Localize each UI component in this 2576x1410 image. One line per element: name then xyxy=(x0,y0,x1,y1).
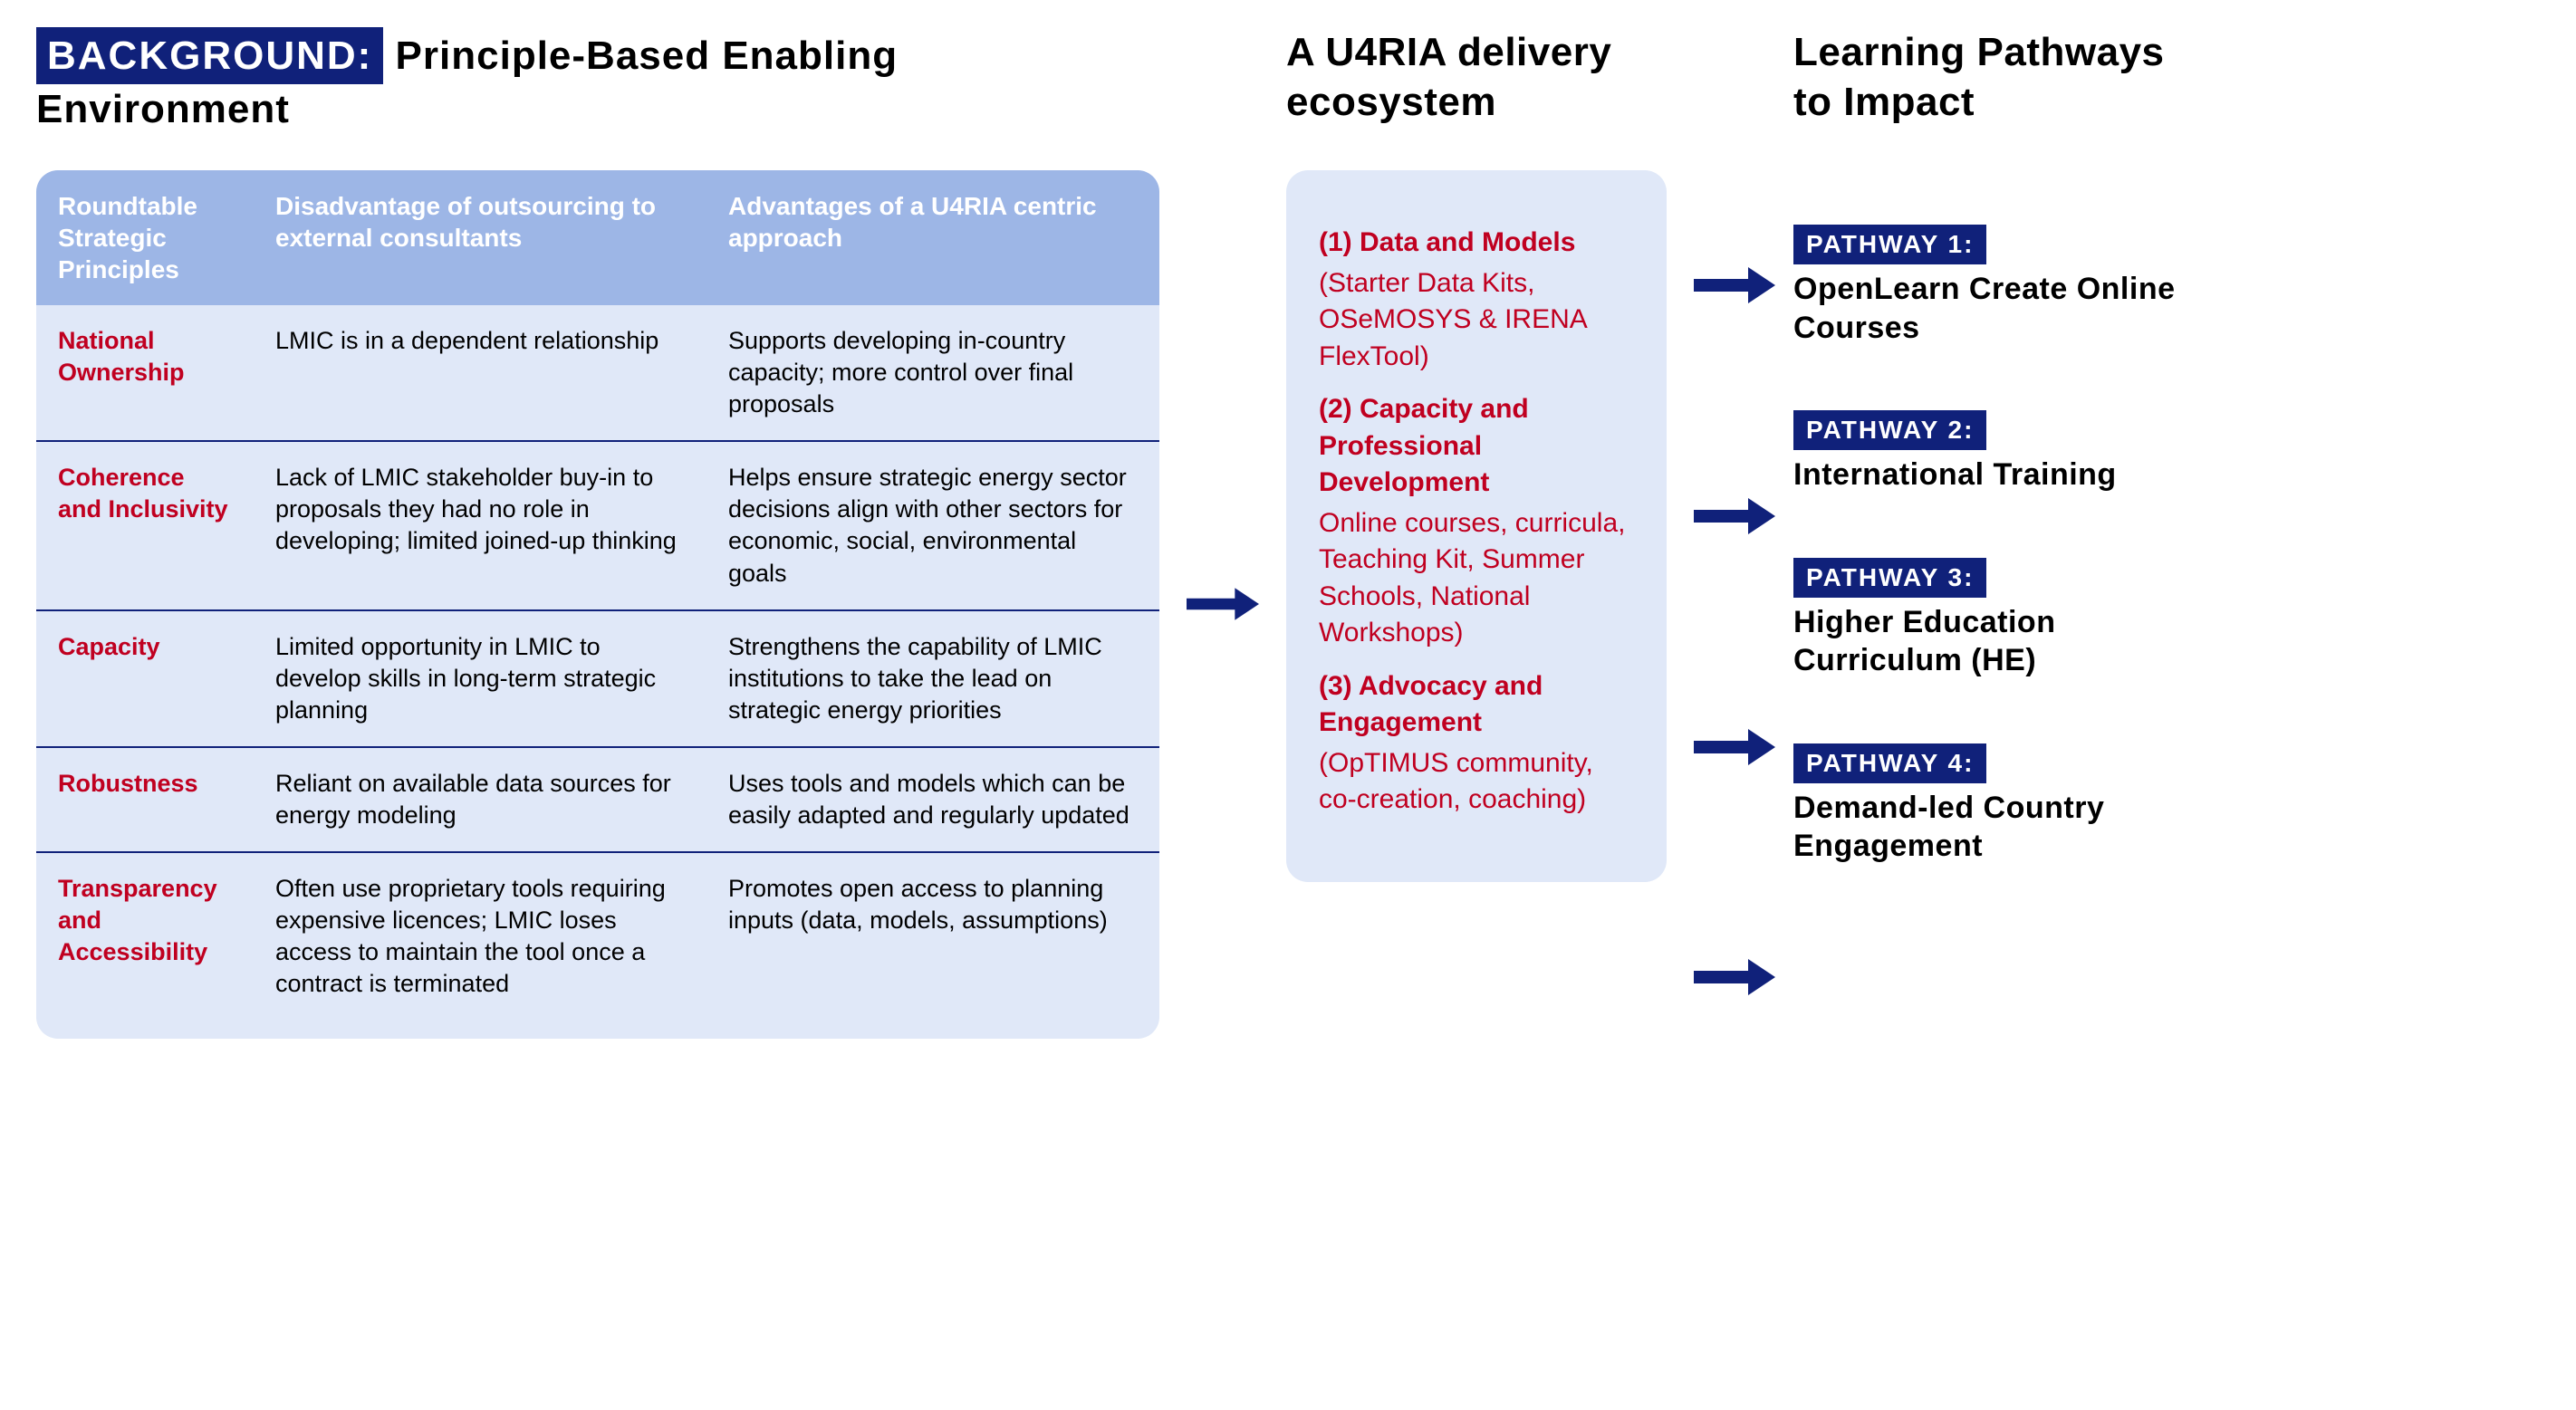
arrow-icon xyxy=(1187,581,1259,627)
arrow-icon xyxy=(1694,263,1775,308)
principles-table-wrap: Roundtable Strategic Principles Disadvan… xyxy=(36,170,1159,1039)
pathway-badge: PATHWAY 2: xyxy=(1793,410,1986,450)
table-row: Transparency and Accessibility Often use… xyxy=(36,852,1159,1020)
pathway-badge: PATHWAY 4: xyxy=(1793,743,1986,783)
headings-row: BACKGROUND: Principle-Based Enabling Env… xyxy=(36,27,2540,170)
disadvantage-cell: Reliant on available data sources for en… xyxy=(254,747,706,852)
pathway-text: Higher Education Curriculum (HE) xyxy=(1793,603,2210,680)
principles-table: Roundtable Strategic Principles Disadvan… xyxy=(36,170,1159,1021)
arrow-icon xyxy=(1694,954,1775,1000)
col1-title: BACKGROUND: Principle-Based Enabling Env… xyxy=(36,27,1159,134)
pathway-item: PATHWAY 4: Demand-led Country Engagement xyxy=(1793,743,2210,866)
principle-cell: Robustness xyxy=(36,747,254,852)
pathway-text: International Training xyxy=(1793,456,2210,494)
arrows-col3-to-col5 xyxy=(1694,170,1766,1039)
pathway-text: OpenLearn Create Online Courses xyxy=(1793,270,2210,347)
col5-heading: Learning Pathways to Impact xyxy=(1793,27,2210,127)
advantage-cell: Helps ensure strategic energy sector dec… xyxy=(706,441,1159,609)
advantage-cell: Supports developing in-country capacity;… xyxy=(706,305,1159,441)
table-header: Disadvantage of outsourcing to external … xyxy=(254,170,706,305)
principle-cell: Transparency and Accessibility xyxy=(36,852,254,1020)
disadvantage-cell: Often use proprietary tools requiring ex… xyxy=(254,852,706,1020)
disadvantage-cell: LMIC is in a dependent relationship xyxy=(254,305,706,441)
eco-item-title: (3) Advocacy and Engagement xyxy=(1319,668,1634,742)
ecosystem-panel: (1) Data and Models (Starter Data Kits, … xyxy=(1286,170,1667,882)
disadvantage-cell: Limited opportunity in LMIC to develop s… xyxy=(254,610,706,747)
advantage-cell: Strengthens the capability of LMIC insti… xyxy=(706,610,1159,747)
pathways-list: PATHWAY 1: OpenLearn Create Online Cours… xyxy=(1793,170,2210,866)
pathway-item: PATHWAY 1: OpenLearn Create Online Cours… xyxy=(1793,225,2210,347)
pathway-item: PATHWAY 2: International Training xyxy=(1793,410,2210,494)
eco-item-body: (Starter Data Kits, OSeMOSYS & IRENA Fle… xyxy=(1319,265,1634,376)
disadvantage-cell: Lack of LMIC stakeholder buy-in to propo… xyxy=(254,441,706,609)
table-body: National Ownership LMIC is in a dependen… xyxy=(36,305,1159,1021)
ecosystem-panel-wrap: (1) Data and Models (Starter Data Kits, … xyxy=(1286,170,1667,1039)
content-row: Roundtable Strategic Principles Disadvan… xyxy=(36,170,2540,1039)
table-row: Robustness Reliant on available data sou… xyxy=(36,747,1159,852)
pathways-column: PATHWAY 1: OpenLearn Create Online Cours… xyxy=(1793,170,2210,1039)
advantage-cell: Promotes open access to planning inputs … xyxy=(706,852,1159,1020)
advantage-cell: Uses tools and models which can be easil… xyxy=(706,747,1159,852)
eco-item-body: Online courses, curricula, Teaching Kit,… xyxy=(1319,505,1634,652)
eco-item-body: (OpTIMUS community, co-creation, coachin… xyxy=(1319,745,1634,819)
pathway-badge: PATHWAY 3: xyxy=(1793,558,1986,598)
pathway-item: PATHWAY 3: Higher Education Curriculum (… xyxy=(1793,558,2210,680)
table-header: Roundtable Strategic Principles xyxy=(36,170,254,305)
table-header: Advantages of a U4RIA centric approach xyxy=(706,170,1159,305)
principle-cell: National Ownership xyxy=(36,305,254,441)
arrow-col1-to-col3 xyxy=(1187,170,1259,1039)
pathway-text: Demand-led Country Engagement xyxy=(1793,789,2210,866)
table-header-row: Roundtable Strategic Principles Disadvan… xyxy=(36,170,1159,305)
arrow-icon xyxy=(1694,494,1775,539)
principle-cell: Capacity xyxy=(36,610,254,747)
principle-cell: Coherence and Inclusivity xyxy=(36,441,254,609)
background-badge: BACKGROUND: xyxy=(36,27,383,84)
table-row: National Ownership LMIC is in a dependen… xyxy=(36,305,1159,441)
table-row: Capacity Limited opportunity in LMIC to … xyxy=(36,610,1159,747)
pathway-badge: PATHWAY 1: xyxy=(1793,225,1986,264)
arrow-icon xyxy=(1694,724,1775,770)
table-row: Coherence and Inclusivity Lack of LMIC s… xyxy=(36,441,1159,609)
eco-item-title: (1) Data and Models xyxy=(1319,225,1634,262)
col3-heading: A U4RIA delivery ecosystem xyxy=(1286,27,1667,127)
eco-item-title: (2) Capacity and Professional Developmen… xyxy=(1319,391,1634,502)
